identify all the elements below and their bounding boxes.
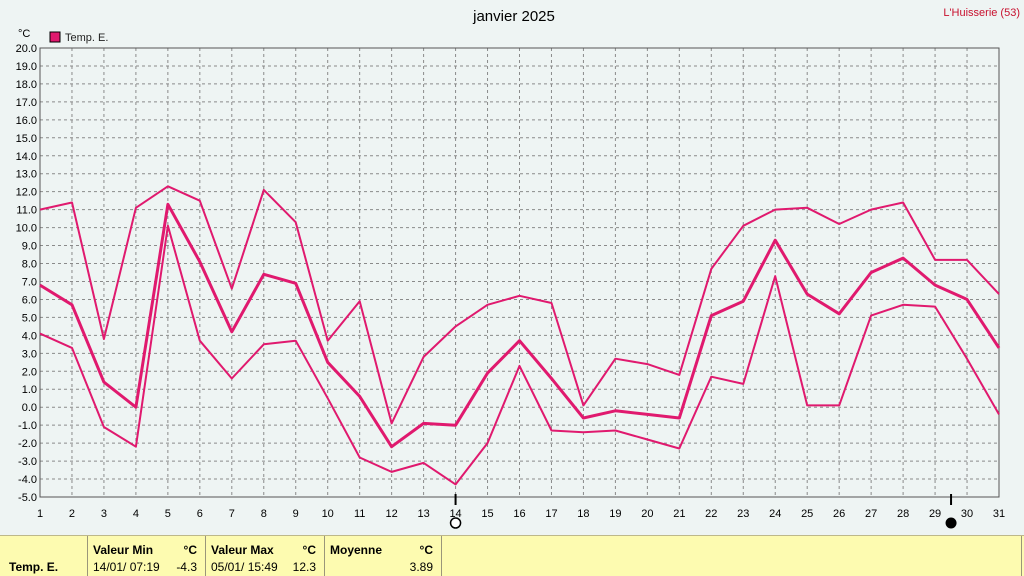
temperature-chart: janvier 2025 L'Huisserie (53) °C Temp. E… [16,7,1020,529]
x-tick-label: 22 [705,508,717,520]
y-tick-label: 8.0 [22,259,37,271]
x-tick-label: 12 [386,508,398,520]
x-tick-label: 15 [481,508,493,520]
x-tick-label: 7 [229,508,235,520]
y-tick-label: 5.0 [22,312,37,324]
x-tick-label: 4 [133,508,139,520]
station-name: L'Huisserie (53) [943,7,1020,19]
y-tick-label: -3.0 [18,456,37,468]
y-axis-unit: °C [18,28,30,40]
legend: Temp. E. [49,31,108,44]
stats-min-unit: °C [183,543,197,557]
x-tick-label: 5 [165,508,171,520]
x-tick-label: 10 [322,508,334,520]
x-tick-label: 18 [577,508,589,520]
x-tick-label: 11 [354,508,365,520]
series-line-mean [39,202,1001,449]
y-tick-label: 9.0 [22,241,37,253]
stats-min-value: -4.3 [176,560,197,574]
x-tick-label: 19 [609,508,621,520]
stats-avg-header: Moyenne [330,543,383,557]
y-tick-label: 0.0 [22,402,37,414]
y-tick-label: 17.0 [16,97,37,109]
x-tick-label: 26 [833,508,845,520]
y-tick-label: -5.0 [18,492,37,504]
y-tick-label: 20.0 [16,43,37,55]
stats-max-cell: Valeur Max °C 05/01/ 15:49 12.3 [206,536,325,576]
stats-end-border [1021,536,1024,576]
stats-row-label-cell: Temp. E. [0,536,88,576]
x-tick-label: 2 [69,508,75,520]
axes: -5.0 -4.0 -3.0 -2.0 -1.0 0.0 1.0 2.0 3.0 4.0 5.0 6.… [16,43,1006,520]
stats-min-cell: Valeur Min °C 14/01/ 07:19 -4.3 [88,536,206,576]
stats-avg-cell: Moyenne °C 3.89 [325,536,442,576]
plot-frame [39,47,1000,498]
y-tick-label: 10.0 [16,223,37,235]
chart-title: janvier 2025 [472,8,555,25]
y-tick-label: 7.0 [22,276,37,288]
x-tick-label: 27 [865,508,877,520]
y-tick-label: 2.0 [22,366,37,378]
series-line-min [39,224,1000,486]
y-tick-label: 6.0 [22,294,37,306]
x-tick-label: 9 [293,508,299,520]
y-tick-label: 3.0 [22,348,37,360]
x-tick-label: 3 [101,508,107,520]
y-tick-label: -4.0 [18,474,37,486]
y-tick-label: 4.0 [22,330,37,342]
legend-label: Temp. E. [65,32,108,44]
x-tick-label: 28 [897,508,909,520]
y-tick-label: -2.0 [18,438,37,450]
max-marker [945,517,957,529]
y-tick-label: 19.0 [16,61,37,73]
legend-swatch [49,31,61,43]
extreme-markers [449,494,957,529]
y-tick-label: 16.0 [16,115,37,127]
x-tick-label: 20 [641,508,653,520]
y-tick-label: 13.0 [16,169,37,181]
x-tick-label: 25 [801,508,813,520]
x-tick-label: 16 [513,508,525,520]
y-tick-label: 15.0 [16,133,37,145]
y-tick-label: 14.0 [16,151,37,163]
y-tick-label: 12.0 [16,187,37,199]
x-tick-label: 14 [449,508,461,520]
x-tick-label: 1 [37,508,43,520]
stats-max-value: 12.3 [292,560,316,574]
x-tick-label: 31 [993,508,1005,520]
y-tick-label: -1.0 [18,420,37,432]
stats-min-datetime: 14/01/ 07:19 [93,560,160,574]
y-tick-label: 18.0 [16,79,37,91]
x-tick-label: 23 [737,508,749,520]
series-lines [39,185,1001,486]
x-tick-label: 30 [961,508,973,520]
stats-row-label: Temp. E. [9,560,59,574]
x-tick-label: 13 [417,508,429,520]
min-marker [449,517,462,529]
x-tick-label: 29 [929,508,941,520]
x-tick-label: 8 [261,508,267,520]
x-tick-label: 24 [769,508,781,520]
x-tick-label: 21 [673,508,685,520]
x-tick-label: 6 [197,508,203,520]
y-tick-label: 11.0 [16,205,37,217]
y-tick-label: 1.0 [22,384,37,396]
stats-max-datetime: 05/01/ 15:49 [211,560,278,574]
stats-max-unit: °C [302,543,316,557]
grid [40,48,999,497]
stats-min-header: Valeur Min [93,543,154,557]
series-line-max [39,185,1000,425]
stats-avg-unit: °C [419,543,433,557]
statistics-bar: Temp. E. Valeur Min °C 14/01/ 07:19 -4.3… [0,535,1024,576]
stats-avg-value: 3.89 [409,560,433,574]
x-tick-label: 17 [545,508,557,520]
stats-max-header: Valeur Max [211,543,274,557]
